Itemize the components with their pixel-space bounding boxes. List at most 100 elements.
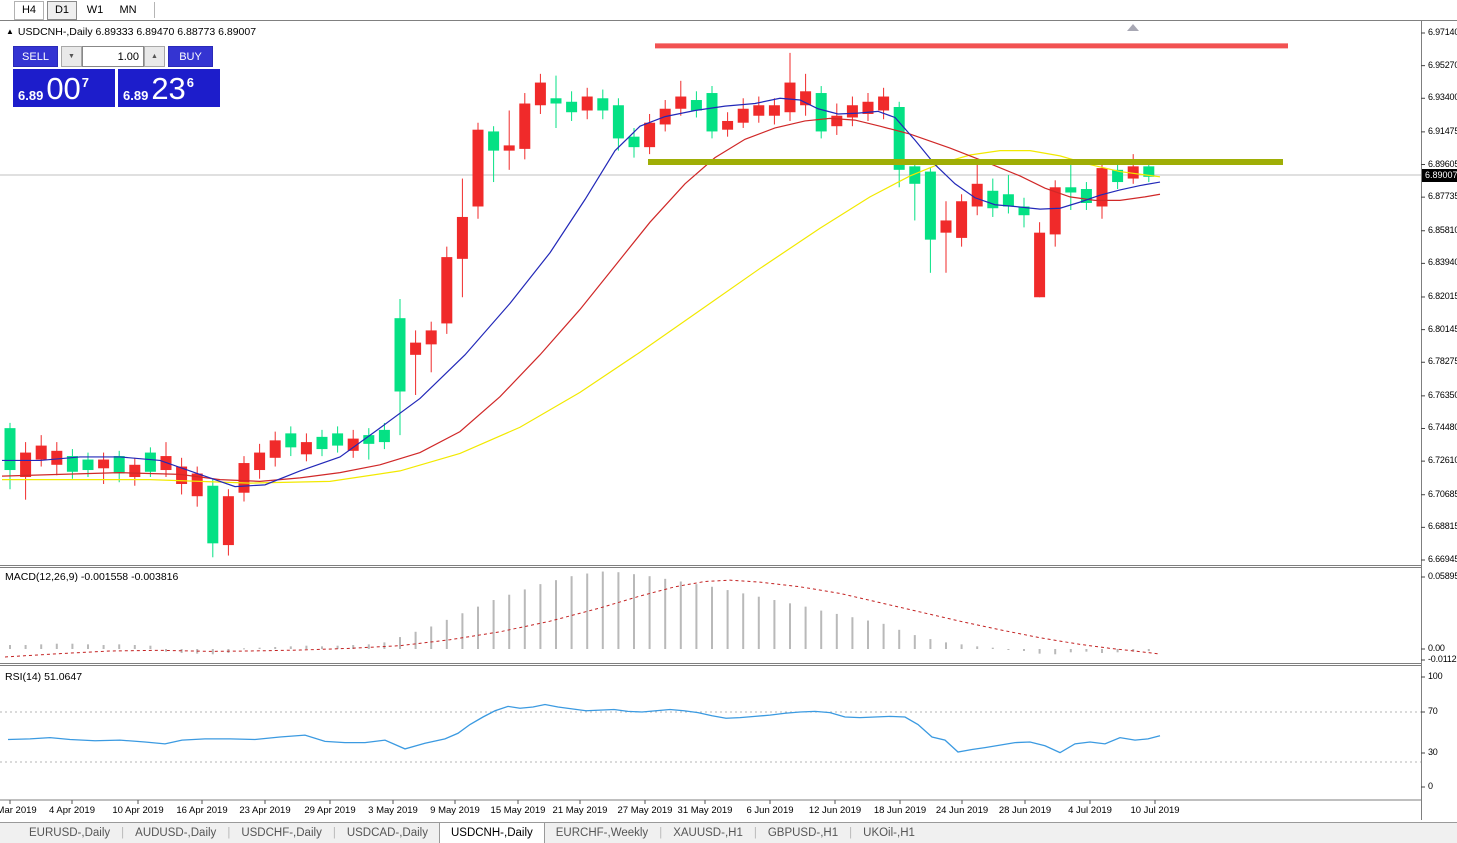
timeframe-toolbar: H4 D1 W1 MN: [0, 0, 1457, 21]
candle-body: [410, 342, 422, 355]
volume-increase-button[interactable]: ▲: [144, 46, 165, 67]
timeframe-button-W1[interactable]: W1: [86, 4, 104, 16]
chart-canvas[interactable]: [0, 21, 1457, 820]
chart-title: ▲ USDCNH-,Daily 6.89333 6.89470 6.88773 6…: [6, 26, 256, 38]
tab-USDCAD-Daily[interactable]: USDCAD-,Daily: [346, 827, 428, 839]
candle-body: [1049, 187, 1061, 235]
candle-body: [98, 459, 110, 469]
sell-price-box[interactable]: 6.89 00 7: [13, 69, 115, 107]
candle-body: [1127, 166, 1139, 179]
candle-body: [706, 93, 718, 132]
macd-histogram-bar: [679, 581, 682, 649]
buy-price-box[interactable]: 6.89 23 6: [118, 69, 220, 107]
candle-body: [1112, 169, 1124, 183]
collapse-triangle-icon[interactable]: ▲: [6, 27, 14, 36]
candle-body: [722, 120, 734, 130]
date-label: 23 Apr 2019: [239, 805, 291, 816]
buy-button[interactable]: BUY: [168, 46, 213, 67]
candle-body: [1018, 206, 1030, 216]
macd-histogram-bar: [289, 646, 292, 649]
macd-histogram-bar: [1054, 649, 1057, 655]
date-label: 6 Jun 2019: [746, 805, 794, 816]
date-label: 27 May 2019: [617, 805, 673, 816]
axis-label: 70: [1428, 706, 1438, 716]
macd-histogram-bar: [71, 643, 74, 649]
date-label: 9 May 2019: [430, 805, 480, 816]
candle-body: [675, 96, 687, 109]
macd-histogram-bar: [477, 606, 479, 649]
candle-body: [378, 429, 390, 443]
candle-body: [4, 428, 16, 471]
axis-label: 6.95270: [1428, 59, 1457, 70]
candle-body: [815, 93, 827, 132]
axis-label: 6.97140: [1428, 27, 1457, 37]
date-label: 16 Apr 2019: [176, 805, 228, 816]
buy-price-pip-digit: 6: [186, 75, 195, 90]
macd-histogram-bar: [913, 635, 916, 649]
timeframe-button-D1[interactable]: D1: [47, 0, 77, 20]
macd-histogram-bar: [633, 574, 635, 649]
axis-label: 6.72610: [1428, 455, 1457, 466]
axis-label: 6.70685: [1428, 488, 1457, 499]
tab-EURCHF-Weekly[interactable]: EURCHF-,Weekly: [555, 827, 649, 839]
candle-body: [332, 433, 344, 446]
macd-histogram-bar: [742, 593, 745, 649]
macd-histogram-bar: [461, 613, 464, 649]
candle-body: [176, 466, 188, 484]
tab-EURUSD-Daily[interactable]: EURUSD-,Daily: [29, 827, 111, 839]
macd-histogram-bar: [960, 644, 963, 649]
candle-body: [534, 82, 546, 106]
timeframe-button-H4[interactable]: H4: [14, 0, 44, 20]
macd-histogram-bar: [508, 594, 511, 649]
macd-histogram-bar: [243, 648, 245, 650]
candle-body: [269, 440, 281, 458]
macd-histogram-bar: [898, 629, 901, 649]
tab-AUDUSD-Daily[interactable]: AUDUSD-,Daily: [135, 827, 217, 839]
tab-separator: |: [332, 827, 336, 839]
axis-label: 6.66945: [1428, 554, 1457, 564]
tab-XAUUSD-H1[interactable]: XAUUSD-,H1: [673, 827, 743, 839]
macd-histogram-bar: [9, 645, 11, 649]
date-label: 18 Jun 2019: [873, 805, 927, 816]
candle-body: [82, 459, 94, 471]
timeframe-buttons: H4 D1 W1 MN: [14, 0, 146, 20]
scroll-end-marker-icon: [1127, 24, 1139, 31]
macd-histogram-bar: [55, 643, 58, 649]
candle-body: [831, 115, 843, 127]
buy-price-big-digits: 23: [151, 71, 186, 106]
macd-histogram-bar: [102, 645, 105, 649]
macd-histogram-bar: [211, 649, 214, 655]
macd-histogram-bar: [726, 590, 729, 649]
tab-USDCNH-Daily[interactable]: USDCNH-,Daily: [438, 823, 545, 843]
volume-decrease-button[interactable]: ▼: [61, 46, 82, 67]
macd-histogram-bar: [882, 623, 885, 649]
timeframe-button-MN[interactable]: MN: [119, 4, 137, 16]
candle-body: [628, 136, 640, 148]
candle-body: [909, 166, 921, 184]
tab-UKOil-H1[interactable]: UKOil-,H1: [863, 827, 915, 839]
macd-histogram-bar: [399, 637, 401, 649]
tab-USDCHF-Daily[interactable]: USDCHF-,Daily: [241, 827, 322, 839]
candle-body: [800, 91, 812, 106]
candle-body: [113, 456, 125, 474]
macd-indicator-label: MACD(12,26,9) -0.001558 -0.003816: [5, 571, 179, 583]
axis-label: 6.76350: [1428, 389, 1457, 400]
candle-body: [191, 473, 203, 497]
candle-body: [316, 436, 328, 450]
sell-button[interactable]: SELL: [13, 46, 58, 67]
volume-input[interactable]: [82, 46, 144, 67]
down-arrow-icon: ▼: [68, 53, 75, 60]
candle-body: [1143, 166, 1155, 177]
macd-histogram-bar: [352, 645, 355, 649]
macd-histogram-bar: [40, 644, 43, 649]
macd-histogram-bar: [664, 578, 667, 649]
candle-body: [238, 463, 250, 493]
macd-histogram-bar: [336, 645, 339, 649]
candle-body: [846, 105, 858, 118]
tab-separator: |: [121, 827, 125, 839]
ma-red-line: [1, 117, 1161, 482]
current-price-tag: 6.89007: [1422, 168, 1457, 182]
tab-GBPUSD-H1[interactable]: GBPUSD-,H1: [767, 827, 839, 839]
axis-label: 100: [1428, 671, 1443, 681]
rsi-indicator-label: RSI(14) 51.0647: [5, 671, 83, 683]
